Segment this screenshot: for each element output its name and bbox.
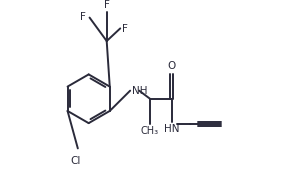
- Text: O: O: [168, 61, 176, 71]
- Text: Cl: Cl: [71, 156, 81, 166]
- Text: F: F: [80, 12, 86, 22]
- Text: F: F: [122, 24, 128, 34]
- Text: CH₃: CH₃: [141, 126, 159, 136]
- Text: HN: HN: [164, 124, 180, 134]
- Text: F: F: [104, 0, 110, 10]
- Text: NH: NH: [132, 86, 148, 96]
